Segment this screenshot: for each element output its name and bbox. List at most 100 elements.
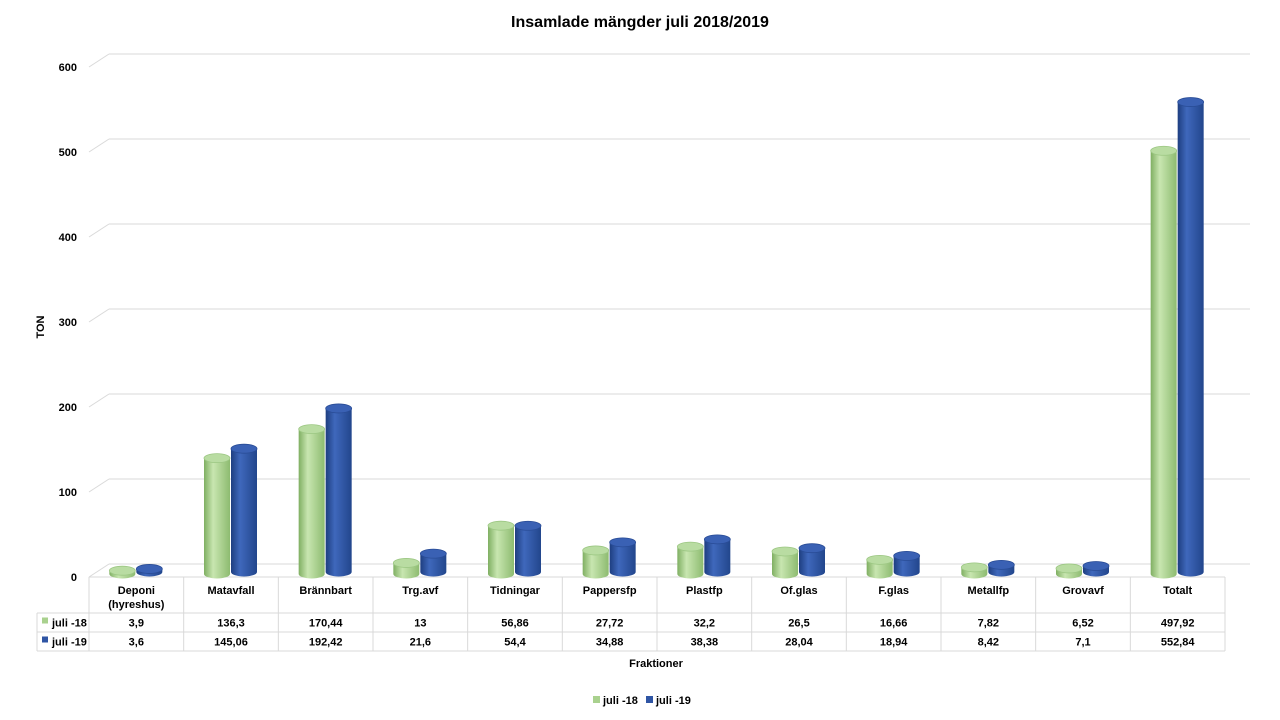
x-tick-label: Tidningar xyxy=(490,585,541,597)
y-tick-label: 200 xyxy=(59,402,77,414)
legend-swatch xyxy=(646,696,653,703)
bar-cap xyxy=(960,562,988,573)
data-label: 3,9 xyxy=(129,618,144,630)
bar-body xyxy=(677,546,704,579)
bar-cap xyxy=(582,545,610,556)
bar-cap xyxy=(392,558,420,568)
data-label: 26,5 xyxy=(788,618,809,630)
gridlines xyxy=(88,53,1250,578)
bars xyxy=(108,97,1205,579)
bar-juli-19 xyxy=(703,534,731,577)
bar-body xyxy=(325,408,352,577)
bar-juli-19 xyxy=(1082,561,1110,577)
bar-juli-18 xyxy=(960,562,988,579)
table-series-name: juli -18 xyxy=(51,618,87,630)
data-label: 170,44 xyxy=(309,618,344,630)
bar-juli-18 xyxy=(1055,563,1083,579)
y-tick-label: 0 xyxy=(71,572,77,584)
data-label: 7,1 xyxy=(1075,637,1090,649)
data-label: 16,66 xyxy=(880,618,908,630)
legend: juli -18 juli -19 xyxy=(593,695,691,707)
bar-juli-18 xyxy=(866,554,894,579)
y-tick-labels: 0 100 200 300 400 500 600 xyxy=(59,62,77,584)
gridline-depth xyxy=(88,53,110,68)
y-tick-label: 300 xyxy=(59,317,77,329)
bar-cap xyxy=(325,403,353,414)
y-axis-label: TON xyxy=(35,315,47,338)
data-label: 38,38 xyxy=(691,637,719,649)
table-legend-key xyxy=(42,636,48,643)
bar-cap xyxy=(987,559,1015,570)
x-tick-label: Grovavf xyxy=(1062,585,1104,597)
bar-body xyxy=(704,539,731,577)
x-tick-label: Of.glas xyxy=(780,585,817,597)
bar-cap xyxy=(203,453,231,464)
data-table: Deponi (hyreshus) Matavfall Brännbart Trg.av… xyxy=(36,577,1226,652)
bar-juli-18 xyxy=(392,558,420,579)
bar-cap xyxy=(703,534,731,545)
data-label: 136,3 xyxy=(217,618,245,630)
bar-body xyxy=(298,429,325,579)
table-legend-key xyxy=(42,617,48,624)
bar-cap xyxy=(1055,563,1083,574)
x-tick-label: Plastfp xyxy=(686,585,723,597)
data-label: 18,94 xyxy=(880,637,908,649)
legend-label: juli -18 xyxy=(602,695,638,707)
data-label: 3,6 xyxy=(129,637,144,649)
data-label: 21,6 xyxy=(410,637,431,649)
y-tick-label: 400 xyxy=(59,232,77,244)
x-axis-label: Fraktioner xyxy=(629,658,684,670)
bar-body xyxy=(515,525,541,577)
bar-body xyxy=(582,550,609,579)
bar-juli-19 xyxy=(1177,97,1205,577)
bar-body xyxy=(799,548,825,577)
data-label: 192,42 xyxy=(309,637,343,649)
data-label: 552,84 xyxy=(1161,637,1196,649)
data-label: 6,52 xyxy=(1072,618,1093,630)
x-tick-label: Totalt xyxy=(1163,585,1192,597)
data-label: 13 xyxy=(414,618,426,630)
bar-juli-19 xyxy=(893,551,921,577)
bar-cap xyxy=(798,543,826,554)
legend-swatch xyxy=(593,696,600,703)
bar-body xyxy=(231,448,257,577)
bar-juli-18 xyxy=(203,453,231,579)
data-label: 54,4 xyxy=(504,637,526,649)
x-tick-label: (hyreshus) xyxy=(108,599,165,611)
x-tick-label: Trg.avf xyxy=(402,585,438,597)
bar-juli-18 xyxy=(108,565,136,579)
data-label: 27,72 xyxy=(596,618,624,630)
legend-label: juli -19 xyxy=(655,695,691,707)
table-series-name: juli -19 xyxy=(51,637,87,649)
bar-body xyxy=(609,542,636,577)
gridline-depth xyxy=(88,563,110,578)
bar-juli-19 xyxy=(325,403,353,577)
chart-title: Insamlade mängder juli 2018/2019 xyxy=(511,14,769,31)
data-label: 7,82 xyxy=(978,618,999,630)
data-label: 32,2 xyxy=(694,618,715,630)
gridline-depth xyxy=(88,138,110,153)
bar-cap xyxy=(419,548,447,559)
data-label: 56,86 xyxy=(501,618,529,630)
bar-cap xyxy=(866,554,894,565)
bar-body xyxy=(772,551,798,579)
x-tick-label: Matavfall xyxy=(207,585,254,597)
bar-cap xyxy=(135,564,163,574)
data-label: 145,06 xyxy=(214,637,248,649)
bar-juli-18 xyxy=(771,546,799,579)
bar-juli-19 xyxy=(230,443,258,577)
bar-juli-19 xyxy=(987,559,1015,577)
data-label: 497,92 xyxy=(1161,618,1195,630)
bar-cap xyxy=(893,551,921,561)
bar-juli-19 xyxy=(514,520,542,577)
x-tick-label: Pappersfp xyxy=(583,585,637,597)
bar-juli-18 xyxy=(676,541,704,579)
bar-cap xyxy=(1177,97,1205,107)
bar-cap xyxy=(487,520,515,531)
bar-juli-19 xyxy=(419,548,447,577)
bar-cap xyxy=(514,520,542,531)
bar-cap xyxy=(108,565,136,576)
bar-body xyxy=(866,559,893,579)
bar-body xyxy=(893,555,920,577)
bar-juli-19 xyxy=(609,537,637,577)
